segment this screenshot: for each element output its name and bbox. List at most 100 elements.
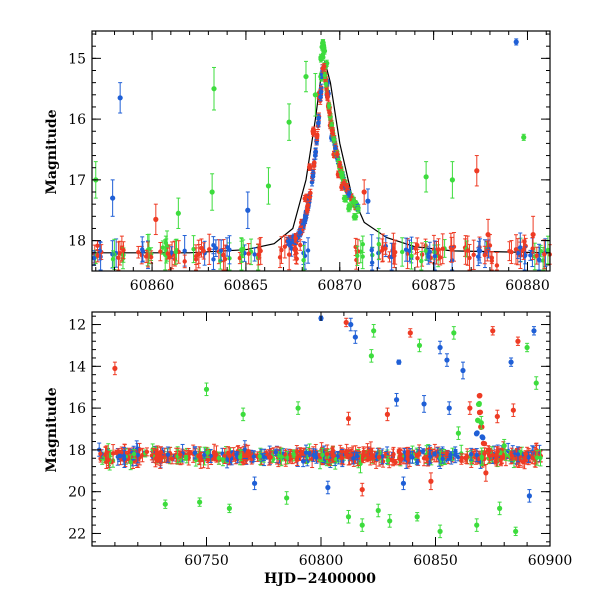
x-tick-label: 60875 xyxy=(411,278,456,294)
data-point-red xyxy=(196,251,202,257)
data-point-blue xyxy=(318,94,323,100)
data-point-green xyxy=(128,460,133,465)
data-point-red xyxy=(222,453,227,459)
data-point-blue xyxy=(476,254,481,259)
data-point-blue xyxy=(218,248,224,253)
data-point-blue xyxy=(224,244,230,250)
data-point-green xyxy=(341,195,347,202)
data-point-red xyxy=(331,453,336,459)
data-point-green xyxy=(355,253,360,259)
data-point-green xyxy=(479,456,484,461)
data-point-blue xyxy=(513,39,519,45)
data-point-blue xyxy=(477,248,483,254)
data-point-red xyxy=(314,134,320,140)
data-point-red xyxy=(294,457,300,463)
data-point-red xyxy=(368,447,374,453)
data-point-green xyxy=(209,189,215,195)
data-point-blue xyxy=(297,230,303,235)
data-point-blue xyxy=(182,248,187,254)
data-point-red xyxy=(256,252,261,257)
data-point-red xyxy=(148,254,154,260)
data-point-blue xyxy=(515,250,520,256)
data-point-red xyxy=(221,252,226,258)
data-point-green xyxy=(163,240,169,246)
data-point-red xyxy=(471,252,476,257)
data-point-green xyxy=(205,450,210,455)
data-point-blue xyxy=(420,449,426,454)
data-point-red xyxy=(110,451,116,456)
data-point-red xyxy=(308,190,313,196)
data-point-green xyxy=(329,122,334,128)
data-point-red xyxy=(489,255,495,261)
data-point-red xyxy=(530,231,536,238)
data-point-red xyxy=(293,235,298,241)
data-point-red xyxy=(222,256,228,262)
data-point-green xyxy=(239,248,244,253)
data-point-green xyxy=(423,174,429,180)
data-point-red xyxy=(241,453,247,458)
data-point-blue xyxy=(165,452,171,457)
data-point-red xyxy=(383,246,388,251)
data-point-green xyxy=(175,210,181,216)
data-point-green xyxy=(399,249,405,255)
data-point-blue xyxy=(309,179,315,185)
data-point-blue xyxy=(426,254,431,259)
data-point-green xyxy=(347,204,353,210)
data-point-red xyxy=(494,452,499,457)
data-point-red xyxy=(227,453,232,459)
data-point-red xyxy=(419,252,425,257)
data-point-red xyxy=(237,255,243,261)
data-point-red xyxy=(293,246,298,252)
data-point-blue xyxy=(169,250,174,255)
data-point-red xyxy=(520,459,526,465)
top-axis-ticks: 60860 60865 60870 60875 60880 15 16 17 18 xyxy=(68,31,550,294)
data-point-blue xyxy=(122,456,127,462)
data-point-red xyxy=(158,249,163,254)
data-point-blue xyxy=(403,247,409,252)
data-point-red xyxy=(136,250,141,255)
data-point-green xyxy=(419,258,424,264)
data-point-red xyxy=(349,452,354,458)
data-point-green xyxy=(301,257,306,263)
data-point-green xyxy=(323,81,329,87)
data-point-green xyxy=(360,254,365,259)
data-point-red xyxy=(345,453,350,459)
data-point-red xyxy=(165,251,170,256)
data-point-red xyxy=(405,456,410,461)
top-panel: 60860 60865 60870 60875 60880 15 16 17 18 Magnit… xyxy=(44,30,552,294)
data-point-red xyxy=(459,458,464,463)
data-point-green xyxy=(286,119,292,125)
data-point-green xyxy=(326,103,332,109)
data-point-red xyxy=(214,451,219,457)
data-point-red xyxy=(424,456,430,462)
data-point-red xyxy=(325,94,330,99)
data-point-red xyxy=(493,459,498,464)
data-point-blue xyxy=(518,245,523,250)
data-point-red xyxy=(490,452,495,458)
data-point-green xyxy=(385,458,391,463)
data-point-red xyxy=(305,202,311,208)
data-point-blue xyxy=(526,455,531,460)
data-point-green xyxy=(291,451,296,457)
data-point-red xyxy=(153,216,159,222)
data-point-red xyxy=(414,453,419,458)
data-point-green xyxy=(538,455,543,461)
data-point-red xyxy=(327,110,332,116)
data-point-blue xyxy=(314,138,320,144)
data-point-red xyxy=(366,456,371,461)
data-point-red xyxy=(277,255,283,260)
data-point-red xyxy=(144,449,150,455)
data-point-red xyxy=(393,460,398,465)
data-point-red xyxy=(370,453,375,458)
data-point-blue xyxy=(365,198,371,204)
data-point-red xyxy=(143,254,149,259)
data-point-green xyxy=(521,134,527,140)
data-point-blue xyxy=(261,454,267,460)
data-point-red xyxy=(294,256,299,262)
data-point-green xyxy=(285,455,290,460)
data-point-red xyxy=(517,458,522,463)
data-point-green xyxy=(376,241,382,247)
data-point-blue xyxy=(432,253,438,259)
data-point-blue xyxy=(213,245,219,251)
